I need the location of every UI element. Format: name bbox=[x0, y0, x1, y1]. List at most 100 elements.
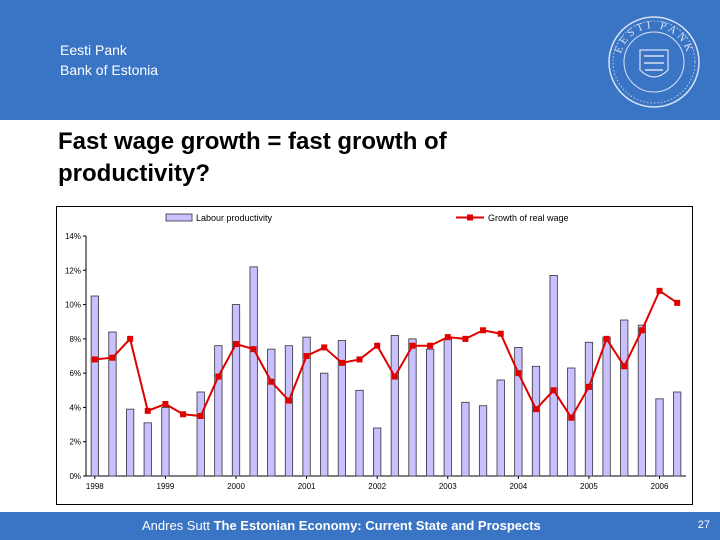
point-real-wage bbox=[285, 397, 292, 404]
bank-name-english: Bank of Estonia bbox=[60, 62, 159, 78]
legend-label-real-wage: Growth of real wage bbox=[488, 213, 569, 223]
bar-labour-productivity bbox=[496, 379, 505, 477]
bar-labour-productivity bbox=[337, 340, 346, 477]
point-real-wage bbox=[338, 359, 345, 366]
point-real-wage bbox=[321, 344, 328, 351]
point-real-wage bbox=[638, 327, 645, 334]
point-real-wage bbox=[144, 407, 151, 414]
bar-labour-productivity bbox=[673, 391, 682, 477]
x-tick-label: 2003 bbox=[439, 482, 457, 491]
point-real-wage bbox=[303, 353, 310, 359]
point-real-wage bbox=[374, 342, 381, 349]
y-tick-label: 2% bbox=[69, 438, 81, 447]
x-tick-label: 2001 bbox=[298, 482, 316, 491]
bar-labour-productivity bbox=[284, 345, 294, 477]
bar-labour-productivity bbox=[108, 331, 117, 477]
chart-border bbox=[56, 206, 693, 505]
bar-labour-productivity bbox=[478, 405, 488, 477]
point-real-wage bbox=[656, 287, 663, 294]
point-real-wage bbox=[674, 299, 681, 306]
bar-labour-productivity bbox=[196, 391, 205, 477]
bar-labour-productivity bbox=[602, 336, 611, 477]
y-tick-label: 0% bbox=[69, 472, 81, 481]
point-real-wage bbox=[462, 335, 469, 342]
point-real-wage bbox=[268, 378, 275, 385]
legend-swatch-productivity bbox=[165, 213, 193, 222]
point-real-wage bbox=[480, 327, 487, 334]
point-real-wage bbox=[515, 370, 522, 377]
y-tick-label: 14% bbox=[65, 232, 81, 241]
bank-name: Eesti Pank Bank of Estonia bbox=[60, 40, 158, 80]
line-real-wage bbox=[94, 289, 678, 420]
point-real-wage bbox=[127, 335, 134, 342]
legend-label-productivity: Labour productivity bbox=[196, 213, 273, 223]
point-real-wage bbox=[109, 354, 116, 361]
footer-subject: The Estonian Economy: Current State and … bbox=[213, 518, 541, 533]
footer-text: Andres Sutt The Estonian Economy: Curren… bbox=[142, 518, 541, 533]
point-real-wage bbox=[250, 346, 257, 353]
point-real-wage bbox=[497, 330, 504, 337]
x-tick-label: 2006 bbox=[651, 482, 669, 491]
bar-labour-productivity bbox=[90, 295, 99, 477]
point-real-wage bbox=[603, 335, 610, 342]
chart-area: Labour productivity Growth of real wage 0%… bbox=[56, 206, 694, 506]
x-tick-label: 1998 bbox=[86, 482, 104, 491]
bar-labour-productivity bbox=[143, 422, 152, 477]
bar-labour-productivity bbox=[584, 341, 594, 477]
point-real-wage bbox=[215, 373, 222, 380]
slide-title-line1: Fast wage growth = fast growth of bbox=[58, 128, 447, 155]
slide-title-line2: productivity? bbox=[58, 160, 211, 187]
point-real-wage bbox=[391, 373, 398, 380]
bar-labour-productivity bbox=[531, 365, 541, 477]
bar-labour-productivity bbox=[443, 338, 452, 477]
bar-labour-productivity bbox=[126, 408, 135, 477]
bank-name-estonian: Eesti Pank bbox=[60, 42, 127, 58]
bar-labour-productivity bbox=[461, 401, 470, 477]
point-real-wage bbox=[621, 363, 628, 370]
point-real-wage bbox=[444, 334, 451, 341]
bar-labour-productivity bbox=[161, 407, 170, 477]
bar-labour-productivity bbox=[267, 348, 276, 477]
point-real-wage bbox=[568, 414, 575, 421]
bar-labour-productivity bbox=[408, 338, 417, 477]
point-real-wage bbox=[91, 356, 98, 363]
point-real-wage bbox=[533, 406, 539, 413]
bar-labour-productivity bbox=[655, 398, 664, 477]
y-tick-label: 8% bbox=[69, 335, 81, 344]
y-tick-label: 12% bbox=[65, 266, 81, 275]
x-tick-label: 1999 bbox=[157, 482, 175, 491]
bar-labour-productivity bbox=[620, 319, 629, 477]
point-real-wage bbox=[180, 411, 187, 418]
bar-labour-productivity bbox=[637, 324, 646, 477]
point-real-wage bbox=[233, 341, 239, 347]
point-real-wage bbox=[197, 413, 204, 419]
slide-title: Fast wage growth = fast growth of produc… bbox=[58, 126, 618, 190]
footer-band: Andres Sutt The Estonian Economy: Curren… bbox=[0, 512, 720, 540]
bar-labour-productivity bbox=[426, 348, 435, 477]
bar-labour-productivity bbox=[390, 335, 399, 477]
bank-seal-logo: EESTI PANK bbox=[608, 16, 700, 108]
bar-labour-productivity bbox=[320, 372, 329, 477]
point-real-wage bbox=[550, 387, 557, 394]
point-real-wage bbox=[585, 383, 592, 390]
y-tick-label: 4% bbox=[69, 403, 81, 412]
bar-labour-productivity bbox=[355, 389, 364, 477]
x-tick-label: 2002 bbox=[368, 482, 386, 491]
y-tick-label: 10% bbox=[65, 301, 81, 310]
legend-marker-real-wage bbox=[467, 214, 473, 221]
point-real-wage bbox=[409, 342, 416, 349]
x-tick-label: 2005 bbox=[580, 482, 598, 491]
footer-author: Andres Sutt bbox=[142, 518, 210, 533]
point-real-wage bbox=[356, 356, 363, 363]
point-real-wage bbox=[162, 401, 169, 407]
bar-labour-productivity bbox=[549, 275, 558, 477]
bar-labour-productivity bbox=[249, 266, 258, 477]
page-number: 27 bbox=[697, 519, 710, 531]
bar-labour-productivity bbox=[373, 427, 382, 477]
point-real-wage bbox=[427, 342, 434, 349]
bar-labour-productivity bbox=[214, 345, 223, 477]
x-tick-label: 2004 bbox=[509, 482, 527, 491]
combo-chart: Labour productivity Growth of real wage 0%… bbox=[56, 206, 693, 505]
bar-labour-productivity bbox=[231, 304, 241, 477]
header-band: Eesti Pank Bank of Estonia EESTI PANK bbox=[0, 0, 720, 120]
